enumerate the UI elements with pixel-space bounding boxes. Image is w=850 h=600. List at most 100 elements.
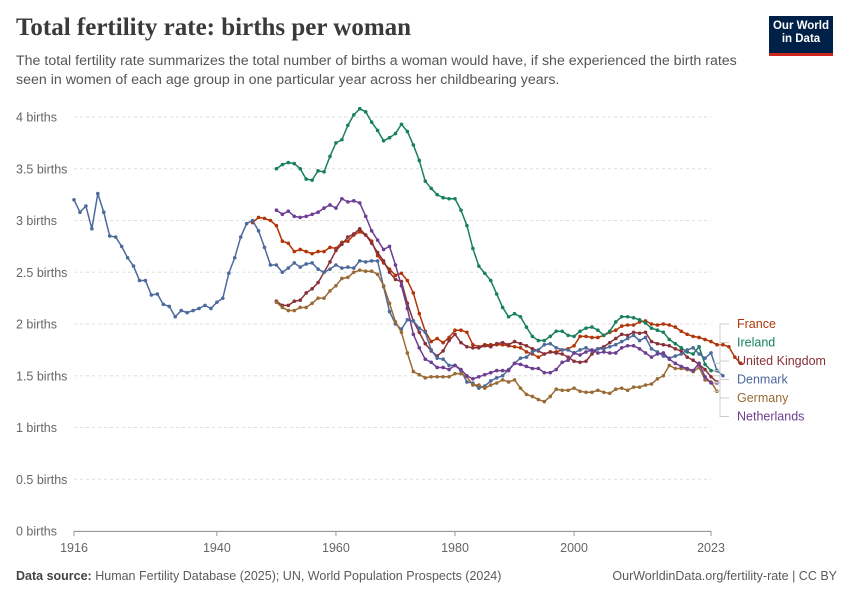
data-point (542, 370, 547, 375)
data-point (661, 354, 666, 358)
data-point (357, 230, 362, 234)
owid-logo[interactable]: Our World in Data (769, 16, 833, 56)
data-point (375, 259, 380, 263)
data-point (274, 208, 279, 212)
data-point (607, 329, 612, 334)
data-point (310, 212, 314, 217)
legend-item-ireland[interactable]: Ireland (737, 336, 775, 350)
data-point (381, 247, 386, 252)
series-ireland[interactable] (274, 106, 719, 373)
data-point (399, 122, 404, 127)
data-point (703, 337, 707, 342)
data-point (542, 338, 547, 343)
data-point (316, 280, 320, 285)
y-axis-tick-labels: 0 births 0.5 births 1 births 1.5 births 2 bi… (16, 111, 67, 539)
data-point (453, 196, 457, 201)
data-point (637, 318, 642, 322)
data-point (447, 374, 451, 379)
data-point (328, 203, 332, 207)
data-point (518, 362, 523, 367)
data-point (530, 394, 535, 399)
data-point (578, 389, 582, 394)
data-point (649, 339, 654, 344)
data-point (411, 143, 416, 147)
data-point (500, 340, 505, 345)
data-point (352, 113, 356, 117)
data-point (369, 269, 374, 274)
data-point (494, 381, 499, 385)
series-netherlands[interactable] (274, 196, 719, 385)
data-point (536, 355, 541, 359)
data-point (316, 296, 320, 300)
data-point (625, 343, 630, 348)
data-point (185, 310, 189, 315)
legend: France Ireland United Kingdom Denmark German… (713, 317, 826, 424)
data-point (548, 334, 553, 339)
data-point (584, 359, 588, 364)
series-line-united-kingdom[interactable] (275, 228, 718, 383)
data-point (506, 380, 511, 384)
data-point (566, 388, 570, 393)
data-point (584, 350, 588, 354)
series-line-netherlands[interactable] (275, 198, 717, 384)
data-point (435, 336, 439, 341)
data-point (590, 325, 594, 329)
data-point (494, 368, 499, 373)
series-germany[interactable] (274, 268, 719, 404)
data-point (494, 376, 499, 380)
data-point (298, 247, 303, 252)
data-point (548, 341, 553, 346)
source-url-link[interactable]: OurWorldinData.org/fertility-rate | CC B… (612, 569, 837, 583)
data-point (274, 263, 279, 267)
data-point (655, 341, 660, 346)
data-point (286, 308, 291, 313)
data-point (691, 334, 695, 339)
data-point (477, 346, 481, 350)
data-point (441, 365, 445, 370)
x-tick-label: 1940 (203, 541, 231, 555)
data-point (536, 397, 541, 402)
data-point (471, 342, 475, 347)
data-point (637, 347, 642, 351)
series-line-ireland[interactable] (275, 107, 717, 372)
logo-line-1: Our World (772, 20, 829, 32)
data-point (679, 349, 684, 353)
data-point (536, 366, 541, 371)
series-denmark[interactable] (72, 191, 725, 390)
data-point (625, 314, 630, 319)
data-point (500, 373, 505, 378)
data-point (352, 266, 356, 270)
legend-item-denmark[interactable]: Denmark (737, 373, 788, 387)
data-point (334, 283, 338, 288)
data-point (506, 342, 511, 347)
legend-connector (713, 382, 729, 417)
data-point (554, 346, 559, 350)
data-point (554, 367, 559, 372)
data-point (435, 374, 439, 379)
data-point (655, 377, 660, 381)
data-point (465, 344, 469, 349)
data-point (649, 322, 654, 326)
data-point (399, 271, 404, 276)
data-point (363, 110, 368, 114)
series-line-france[interactable] (252, 216, 742, 364)
data-point (149, 293, 154, 297)
data-point (679, 346, 684, 350)
data-point (369, 259, 374, 263)
legend-item-netherlands[interactable]: Netherlands (737, 410, 804, 424)
data-point (673, 341, 678, 346)
series-line-denmark[interactable] (73, 192, 724, 389)
data-point (119, 244, 124, 249)
legend-item-united-kingdom[interactable]: United Kingdom (737, 354, 826, 368)
data-point (697, 361, 701, 366)
data-point (191, 308, 195, 313)
data-point (738, 361, 743, 366)
legend-item-germany[interactable]: Germany (737, 391, 789, 405)
data-point (560, 329, 564, 334)
series-united-kingdom[interactable] (274, 226, 719, 384)
legend-item-france[interactable]: France (737, 317, 776, 331)
data-point (715, 342, 719, 347)
data-point (655, 352, 660, 356)
data-point (328, 154, 332, 159)
data-point (107, 234, 112, 238)
